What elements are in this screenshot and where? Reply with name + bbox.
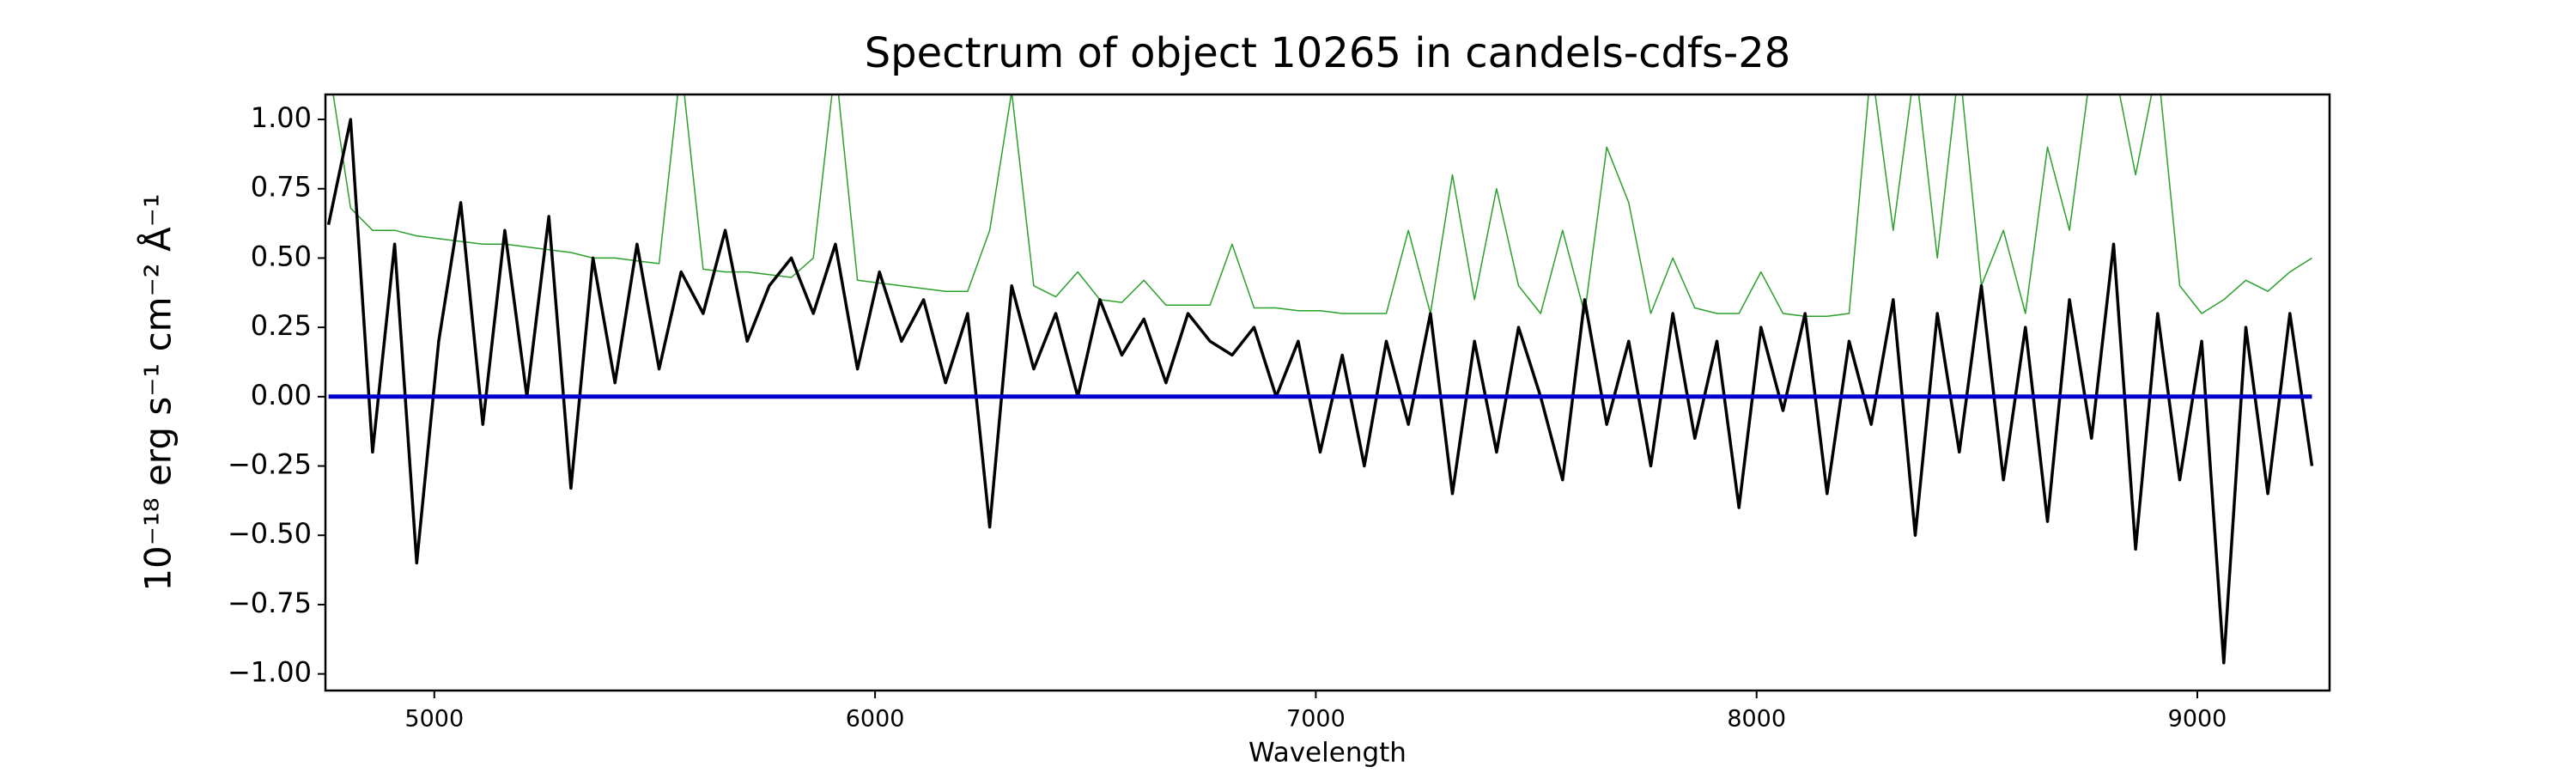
y-tick-label: 1.00 bbox=[251, 101, 312, 134]
plot-frame bbox=[324, 93, 2331, 692]
y-tick-label: 0.50 bbox=[251, 240, 312, 272]
x-axis-label: Wavelength bbox=[1249, 738, 1406, 769]
y-tick-label: 0.00 bbox=[251, 379, 312, 411]
plot-lines bbox=[326, 94, 2314, 665]
y-tick-label: −0.75 bbox=[228, 587, 312, 619]
x-tick-label: 6000 bbox=[846, 706, 905, 733]
spectrum-line bbox=[332, 94, 2312, 317]
y-tick-label: −0.50 bbox=[228, 517, 312, 550]
y-tick-label: 0.25 bbox=[251, 309, 312, 342]
y-tick-label: 0.75 bbox=[251, 171, 312, 204]
chart-title: Spectrum of object 10265 in candels-cdfs… bbox=[865, 29, 1791, 77]
x-tick-label: 8000 bbox=[1727, 706, 1786, 733]
spectrum-line bbox=[326, 118, 2314, 665]
x-tick-label: 9000 bbox=[2168, 706, 2227, 733]
y-axis-label: 10⁻¹⁸ erg s⁻¹ cm⁻² Å⁻¹ bbox=[137, 193, 179, 591]
x-tick-label: 5000 bbox=[404, 706, 464, 733]
x-tick-label: 7000 bbox=[1286, 706, 1346, 733]
y-tick-label: −0.25 bbox=[228, 448, 312, 481]
y-tick-label: −1.00 bbox=[228, 656, 312, 689]
